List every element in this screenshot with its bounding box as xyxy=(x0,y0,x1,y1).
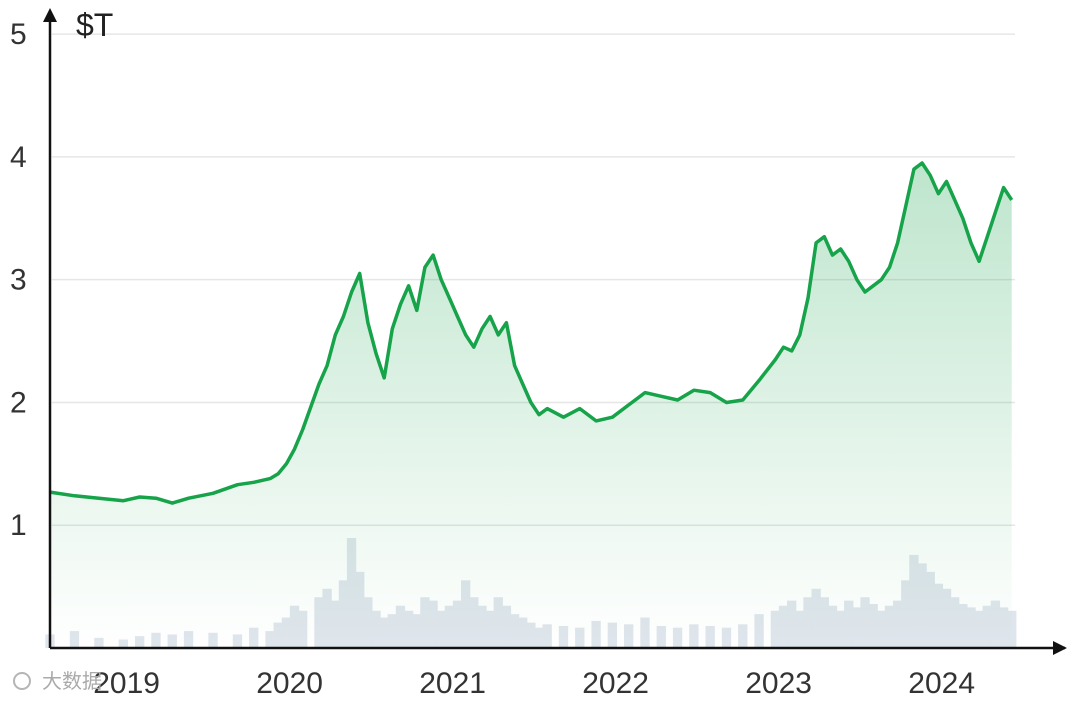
y-tick-labels: 1 2 3 4 5 xyxy=(10,18,27,542)
market-cap-line xyxy=(49,161,1014,505)
y-axis-unit-label: $T xyxy=(76,7,113,43)
x-tick-label: 2024 xyxy=(908,667,975,700)
x-tick-labels: 2019 2020 2021 2022 2023 2024 xyxy=(93,667,975,700)
x-tick-label: 2021 xyxy=(419,667,486,700)
x-tick-label: 2020 xyxy=(256,667,323,700)
volume-bar xyxy=(1007,610,1017,648)
y-tick-label: 2 xyxy=(10,386,27,419)
watermark-text: 大数据 xyxy=(42,669,102,693)
x-tick-label: 2019 xyxy=(93,667,160,700)
y-tick-label: 1 xyxy=(10,509,27,542)
y-axis-arrow xyxy=(43,8,57,22)
x-axis-arrow xyxy=(1053,641,1067,655)
axes xyxy=(43,8,1067,655)
y-tick-label: 5 xyxy=(10,18,27,51)
x-tick-label: 2022 xyxy=(582,667,649,700)
watermark-logo-icon xyxy=(13,672,31,690)
y-tick-label: 3 xyxy=(10,264,27,297)
y-tick-label: 4 xyxy=(10,141,27,174)
x-tick-label: 2023 xyxy=(745,667,812,700)
watermark: 大数据 xyxy=(13,669,102,693)
